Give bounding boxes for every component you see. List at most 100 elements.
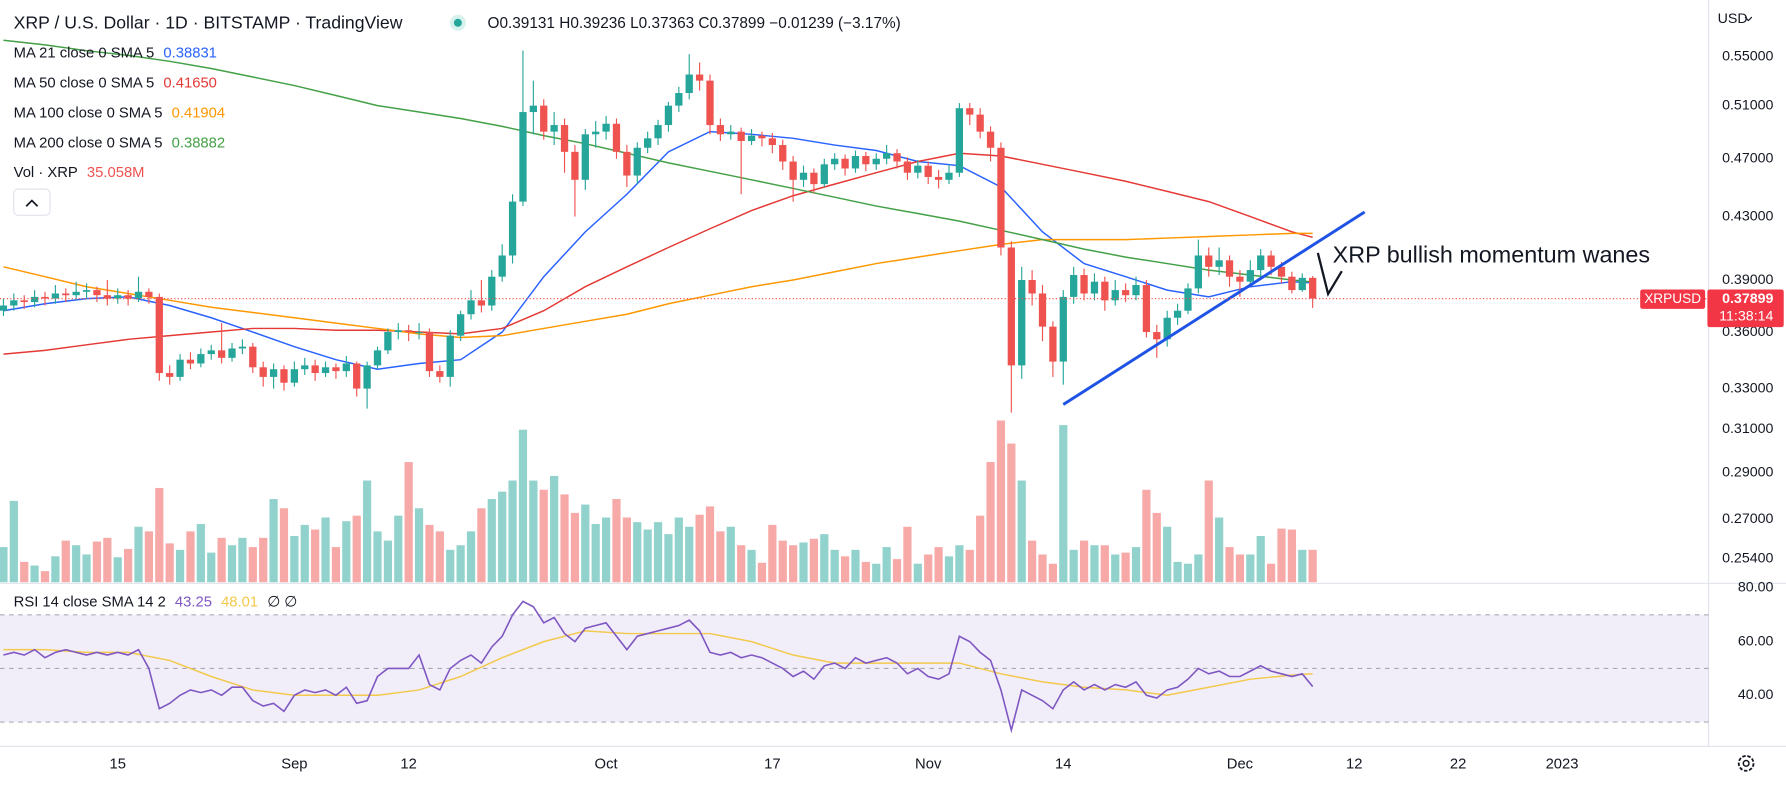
candle-body (446, 335, 454, 377)
volume-bar (259, 537, 268, 583)
volume-bar (674, 517, 683, 583)
candle-body (997, 147, 1005, 248)
volume-bar (342, 521, 351, 583)
volume-bar (186, 531, 195, 583)
volume-bar (612, 499, 621, 583)
candle-body (1163, 317, 1171, 340)
candle-body (966, 108, 974, 115)
volume-bar (1017, 480, 1026, 583)
candle-body (841, 158, 849, 169)
volume-bar (726, 526, 735, 583)
volume-bar (1111, 554, 1120, 583)
volume-bar (300, 524, 309, 583)
candle-body (1246, 270, 1254, 282)
volume-bar (1079, 540, 1089, 583)
volume-bar (1152, 512, 1161, 583)
candle-body (20, 300, 28, 303)
volume-bar (1256, 535, 1265, 583)
candle-body (498, 255, 506, 277)
volume-bar (1142, 489, 1151, 583)
x-tick-label: 12 (400, 756, 416, 772)
volume-bar (373, 531, 382, 583)
volume-bar (591, 523, 600, 583)
gear-outer (1737, 755, 1755, 772)
moving-average-line (3, 232, 1313, 339)
candle-body (945, 172, 953, 180)
candle-body (373, 350, 382, 366)
candle-body (633, 147, 641, 176)
settings-button[interactable] (1737, 755, 1755, 772)
volume-bar (705, 506, 715, 583)
candle-body (176, 359, 184, 377)
candle-body (280, 369, 288, 383)
candle-body (1059, 296, 1067, 362)
collapse-legend-button[interactable] (13, 188, 51, 216)
candle-body (644, 138, 652, 148)
candle-body (155, 296, 163, 374)
candle-body (519, 112, 527, 202)
volume-bar (1194, 554, 1203, 583)
candle-body (488, 276, 496, 306)
volume-bar (0, 547, 8, 583)
volume-bar (633, 522, 642, 583)
legend-value: ∅ ∅ (267, 595, 297, 611)
volume-bar (113, 557, 122, 583)
volume-bar (913, 563, 922, 583)
volume-bar (1287, 529, 1296, 583)
volume-bar (331, 547, 341, 583)
candle-body (831, 158, 839, 165)
candle-body (1153, 332, 1161, 340)
candle-body (134, 291, 143, 299)
chevron-up (25, 199, 39, 207)
y-tick-label: 0.51000 (1722, 97, 1773, 113)
x-tick-label: Dec (1227, 756, 1254, 772)
volume-bar (269, 499, 278, 583)
gear-inner (1742, 759, 1750, 767)
volume-bar (248, 547, 257, 583)
candle-body (893, 153, 901, 162)
volume-bar (944, 556, 954, 583)
candle-body (685, 74, 693, 94)
price-tag: 0.37899 (1722, 291, 1773, 307)
volume-bar (40, 571, 50, 583)
volume-bar (1183, 563, 1193, 583)
candle-body (145, 291, 153, 297)
candle-body (758, 135, 766, 139)
volume-bar (830, 549, 839, 583)
volume-bar (1298, 549, 1307, 583)
candle-body (311, 365, 319, 374)
candle-body (394, 330, 402, 333)
volume-bar (789, 545, 798, 583)
candle-body (623, 151, 631, 176)
candle-body (363, 365, 371, 389)
volume-bar (664, 534, 673, 583)
candle-body (1309, 277, 1317, 299)
moving-average-line (3, 39, 1313, 283)
x-tick-label: 12 (1346, 756, 1362, 772)
volume-bar (207, 552, 216, 583)
volume-bar (986, 462, 995, 583)
x-tick-label: 22 (1450, 756, 1466, 772)
currency-button[interactable]: USD (1718, 11, 1753, 27)
legend-value: 0.41650 (163, 75, 216, 91)
candle-body (477, 300, 486, 306)
y-tick-label: 0.39000 (1722, 272, 1773, 288)
volume-bar (1308, 549, 1317, 583)
volume-bar (840, 556, 850, 583)
legend-name: RSI 14 close SMA 14 2 (14, 595, 166, 611)
volume-bar (622, 517, 631, 583)
candle-body (592, 131, 600, 135)
volume-bar (456, 545, 465, 583)
candle-body (779, 145, 787, 162)
volume-bar (768, 524, 777, 583)
volume-bar (290, 535, 299, 583)
volume-bar (539, 489, 548, 583)
candle-body (1184, 288, 1192, 311)
volume-bar (1131, 547, 1141, 583)
candle-body (571, 151, 579, 180)
volume-bar (1215, 517, 1224, 583)
candle-body (508, 201, 517, 256)
chart-title: XRP / U.S. Dollar · 1D · BITSTAMP · Trad… (14, 13, 403, 33)
candle-body (301, 365, 309, 370)
volume-bar (934, 547, 943, 583)
